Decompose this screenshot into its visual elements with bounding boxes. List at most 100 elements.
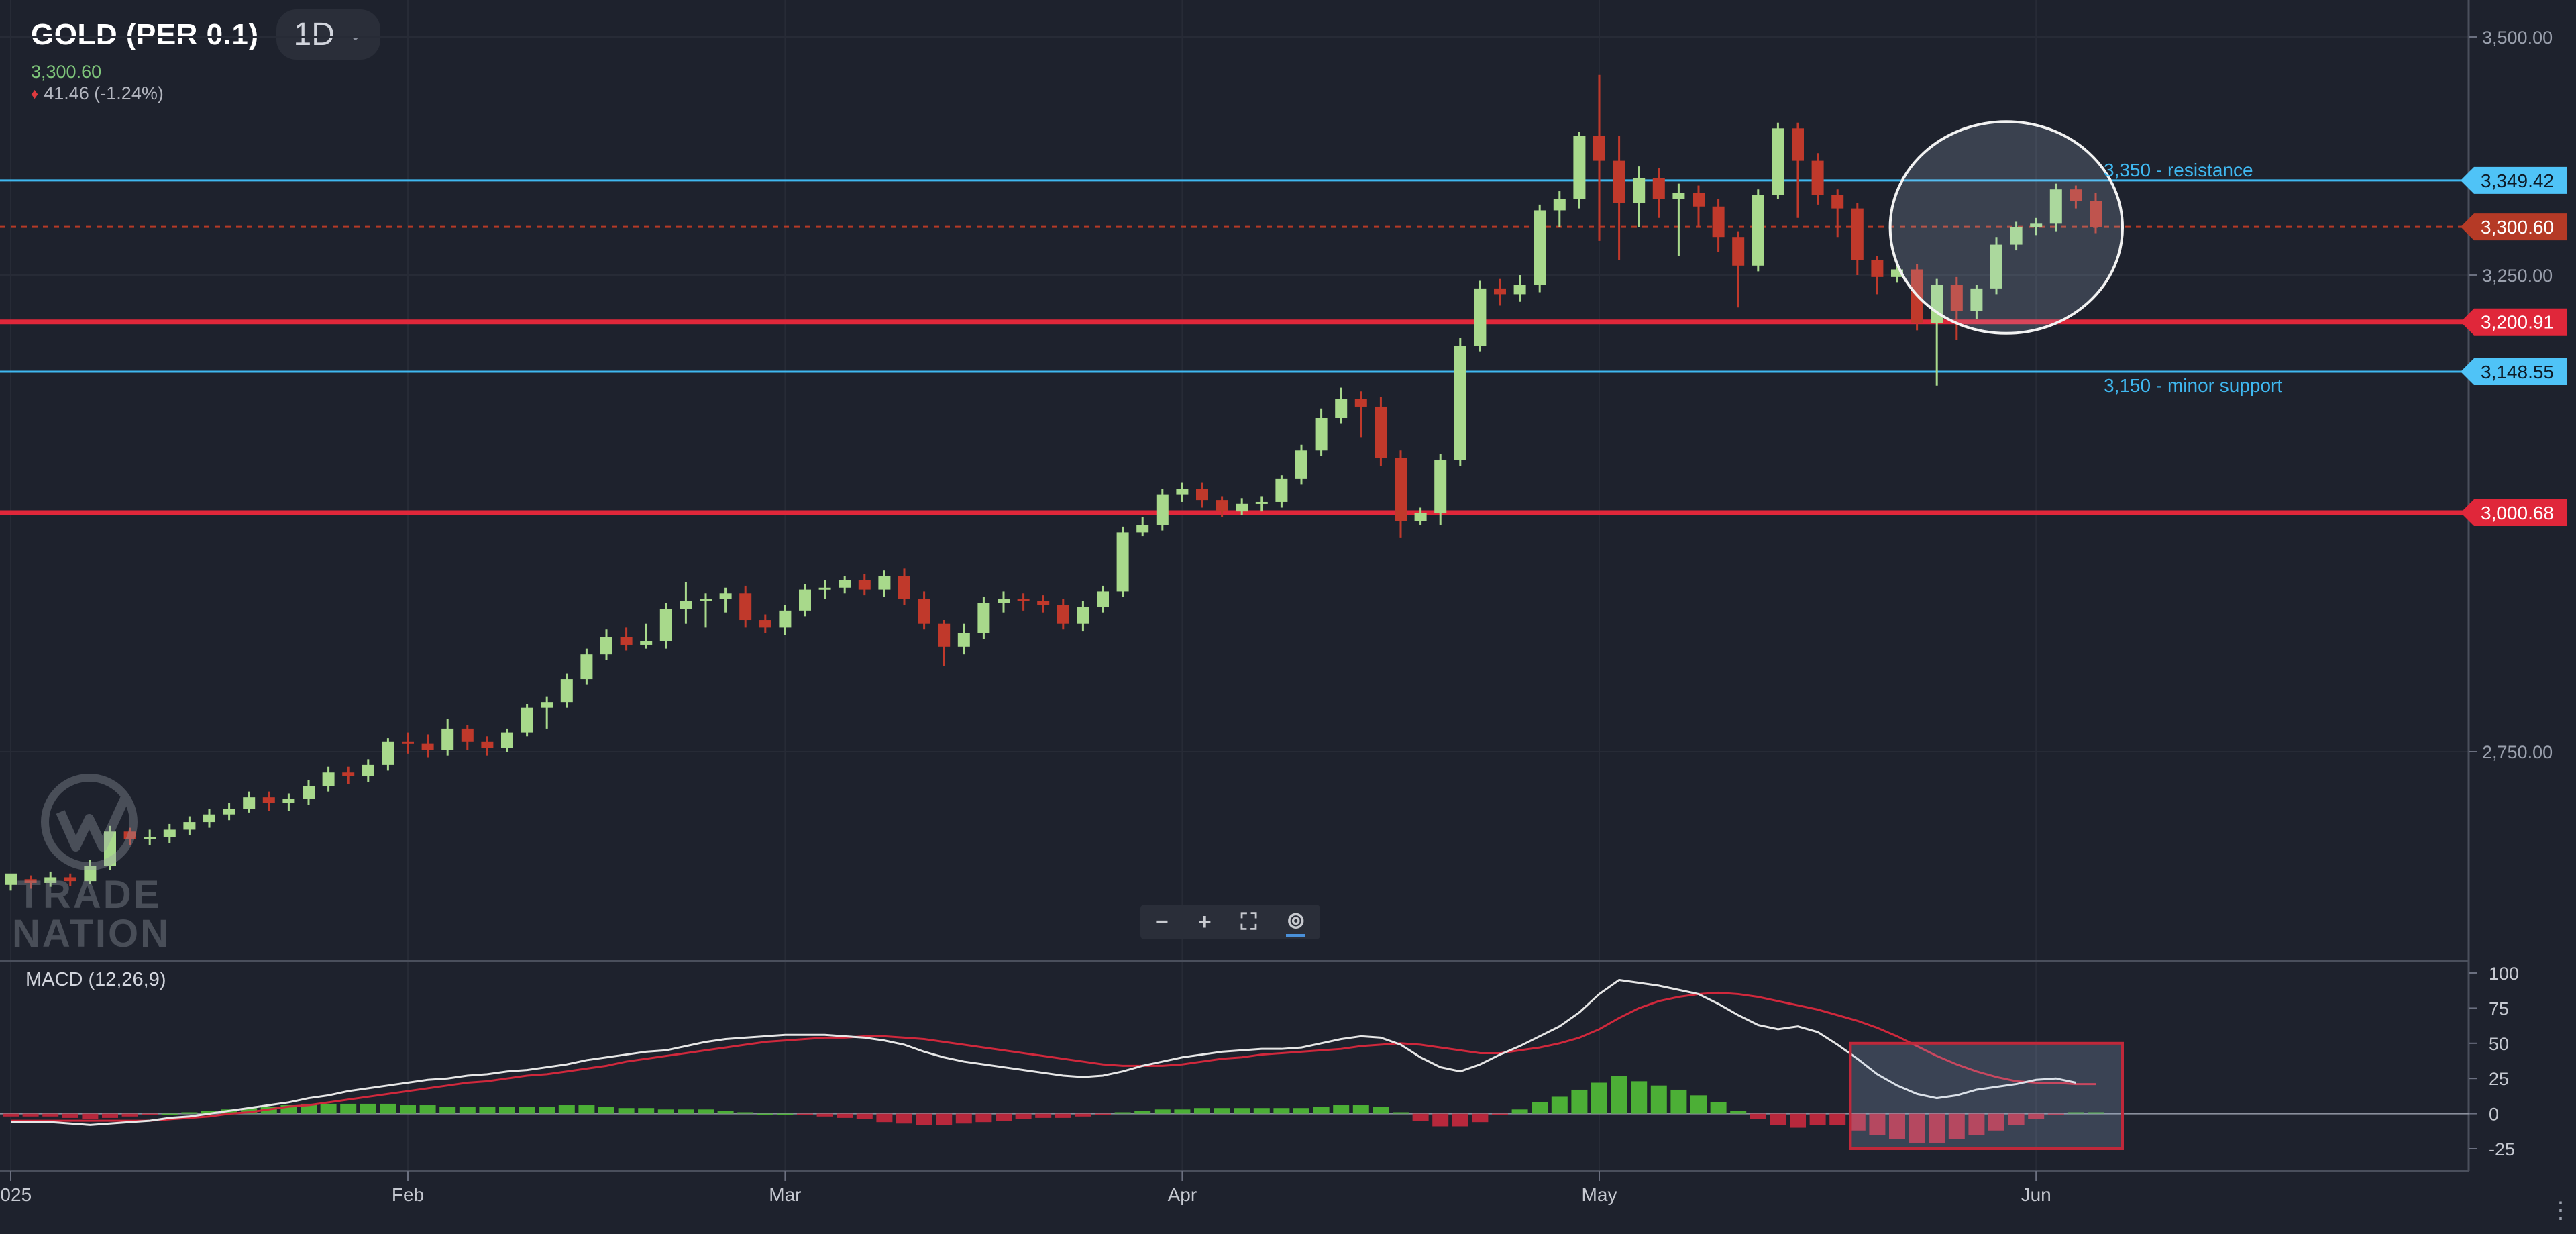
- macd-histogram-bar: [1650, 1085, 1667, 1114]
- macd-histogram-bar: [996, 1113, 1012, 1121]
- candle-body: [779, 610, 792, 628]
- price-change-value: 41.46 (-1.24%): [44, 83, 164, 103]
- candle-body: [303, 786, 315, 799]
- macd-histogram-bar: [320, 1103, 337, 1114]
- macd-histogram-bar: [42, 1113, 59, 1117]
- candle-body: [1216, 500, 1228, 512]
- candle-body: [739, 593, 752, 621]
- zoom-out-button[interactable]: −: [1155, 909, 1169, 935]
- macd-histogram-bar: [1015, 1113, 1032, 1119]
- candle-body: [342, 772, 355, 776]
- price-label-bg: [2461, 166, 2567, 194]
- macd-histogram-bar: [1472, 1113, 1489, 1123]
- signal-line: [11, 991, 2096, 1122]
- macd-histogram-bar: [22, 1113, 39, 1117]
- candle-body: [322, 772, 335, 786]
- timeframe-selector[interactable]: 1D ⌄: [276, 9, 380, 60]
- macd-histogram-bar: [598, 1107, 614, 1114]
- trade-nation-logo-icon: [41, 774, 138, 870]
- reset-zoom-button[interactable]: ⊚: [1286, 907, 1305, 937]
- macd-histogram-bar: [558, 1105, 575, 1114]
- candle-body: [1454, 346, 1466, 460]
- time-tick-label: Mar: [769, 1184, 801, 1205]
- macd-histogram-bar: [439, 1107, 456, 1114]
- price-change: ♦ 41.46 (-1.24%): [31, 83, 164, 104]
- candle-body: [1375, 406, 1387, 458]
- candle-body: [1811, 160, 1824, 195]
- macd-histogram-bar: [2008, 1113, 2025, 1125]
- candle-body: [1057, 605, 1069, 624]
- candle-body: [1315, 418, 1328, 451]
- zoom-in-button[interactable]: +: [1197, 909, 1212, 935]
- macd-tick-label: 0: [2489, 1104, 2499, 1125]
- candle-body: [1354, 399, 1367, 407]
- candle-body: [600, 637, 612, 655]
- candle-body: [243, 797, 256, 809]
- candle-body: [1573, 136, 1586, 199]
- macd-histogram-bar: [181, 1112, 198, 1114]
- macd-histogram-bar: [777, 1113, 794, 1115]
- macd-tick-label: -25: [2489, 1139, 2515, 1160]
- price-label-bg: [2461, 308, 2567, 336]
- time-axis[interactable]: 2025 Feb Mar Apr May Jun ⋮: [0, 1171, 2572, 1223]
- candle-body: [1534, 210, 1546, 285]
- macd-histogram-bar: [1114, 1112, 1131, 1114]
- macd-histogram-bar: [400, 1105, 416, 1114]
- macd-histogram-bar: [1710, 1102, 1727, 1114]
- candle-body: [1712, 206, 1725, 238]
- candle-body: [421, 743, 434, 750]
- candle-body: [1851, 208, 1864, 260]
- macd-histogram-bar: [1154, 1109, 1171, 1114]
- macd-histogram-bar: [459, 1107, 476, 1114]
- macd-histogram-bar: [3, 1113, 19, 1117]
- macd-histogram-bar: [1075, 1113, 1091, 1117]
- candle-body: [1950, 285, 1963, 311]
- candle-body: [719, 593, 732, 599]
- macd-histogram-bar: [916, 1113, 932, 1125]
- price-tick-label: 3,250.00: [2482, 266, 2553, 286]
- candle-body: [1652, 178, 1665, 199]
- candle-body: [1097, 591, 1109, 607]
- macd-histogram-bar: [1273, 1108, 1290, 1114]
- macd-histogram-bar: [1551, 1096, 1568, 1114]
- macd-histogram-bar: [657, 1109, 674, 1114]
- macd-histogram-bar: [82, 1113, 99, 1119]
- chevron-down-icon: ⌄: [347, 24, 363, 44]
- annotations: 3,350 - resistance 3,150 - minor support: [2104, 160, 2282, 396]
- macd-histogram-bar: [1412, 1113, 1429, 1121]
- macd-histogram-bar: [340, 1103, 357, 1114]
- macd-histogram-bar: [816, 1113, 833, 1117]
- time-tick-label: Feb: [392, 1184, 424, 1205]
- macd-histogram-bar: [2028, 1113, 2045, 1119]
- candle-body: [1275, 478, 1288, 502]
- macd-histogram-bar: [678, 1109, 694, 1114]
- candle-body: [1772, 128, 1784, 195]
- macd-histogram-bar: [856, 1113, 873, 1119]
- candle-body: [878, 576, 891, 590]
- price-axis[interactable]: 3,500.00 3,250.00 2,750.00 3,349.42 3,300.60…: [2461, 28, 2567, 762]
- candle-body: [1792, 128, 1804, 161]
- time-tick-label: May: [1582, 1184, 1617, 1205]
- macd-histogram-bar: [1174, 1109, 1191, 1114]
- candle-body: [5, 873, 17, 885]
- candle-body: [818, 587, 831, 590]
- candle-body: [640, 641, 653, 645]
- macd-histogram-bar: [1670, 1089, 1687, 1114]
- macd-histogram-bar: [62, 1113, 78, 1118]
- candle-body: [382, 741, 394, 765]
- macd-histogram-bar: [698, 1109, 714, 1114]
- macd-histogram-bar: [539, 1107, 555, 1114]
- price-level-label: 3,000.68: [2481, 503, 2554, 523]
- macd-histogram-bar: [1750, 1113, 1766, 1119]
- fit-screen-button[interactable]: ⛶: [1240, 909, 1257, 935]
- macd-histogram-bar: [1134, 1111, 1151, 1114]
- candle-body: [1752, 195, 1764, 266]
- macd-histogram-bar: [797, 1113, 813, 1115]
- macd-histogram-bar: [1770, 1113, 1786, 1125]
- more-options-icon[interactable]: ⋮: [2549, 1198, 2572, 1223]
- symbol-name[interactable]: GOLD (PER 0.1): [31, 17, 259, 51]
- macd-histogram-bar: [1214, 1108, 1230, 1114]
- macd-tick-label: 50: [2489, 1034, 2509, 1054]
- level-annotation: 3,350 - resistance: [2104, 160, 2253, 181]
